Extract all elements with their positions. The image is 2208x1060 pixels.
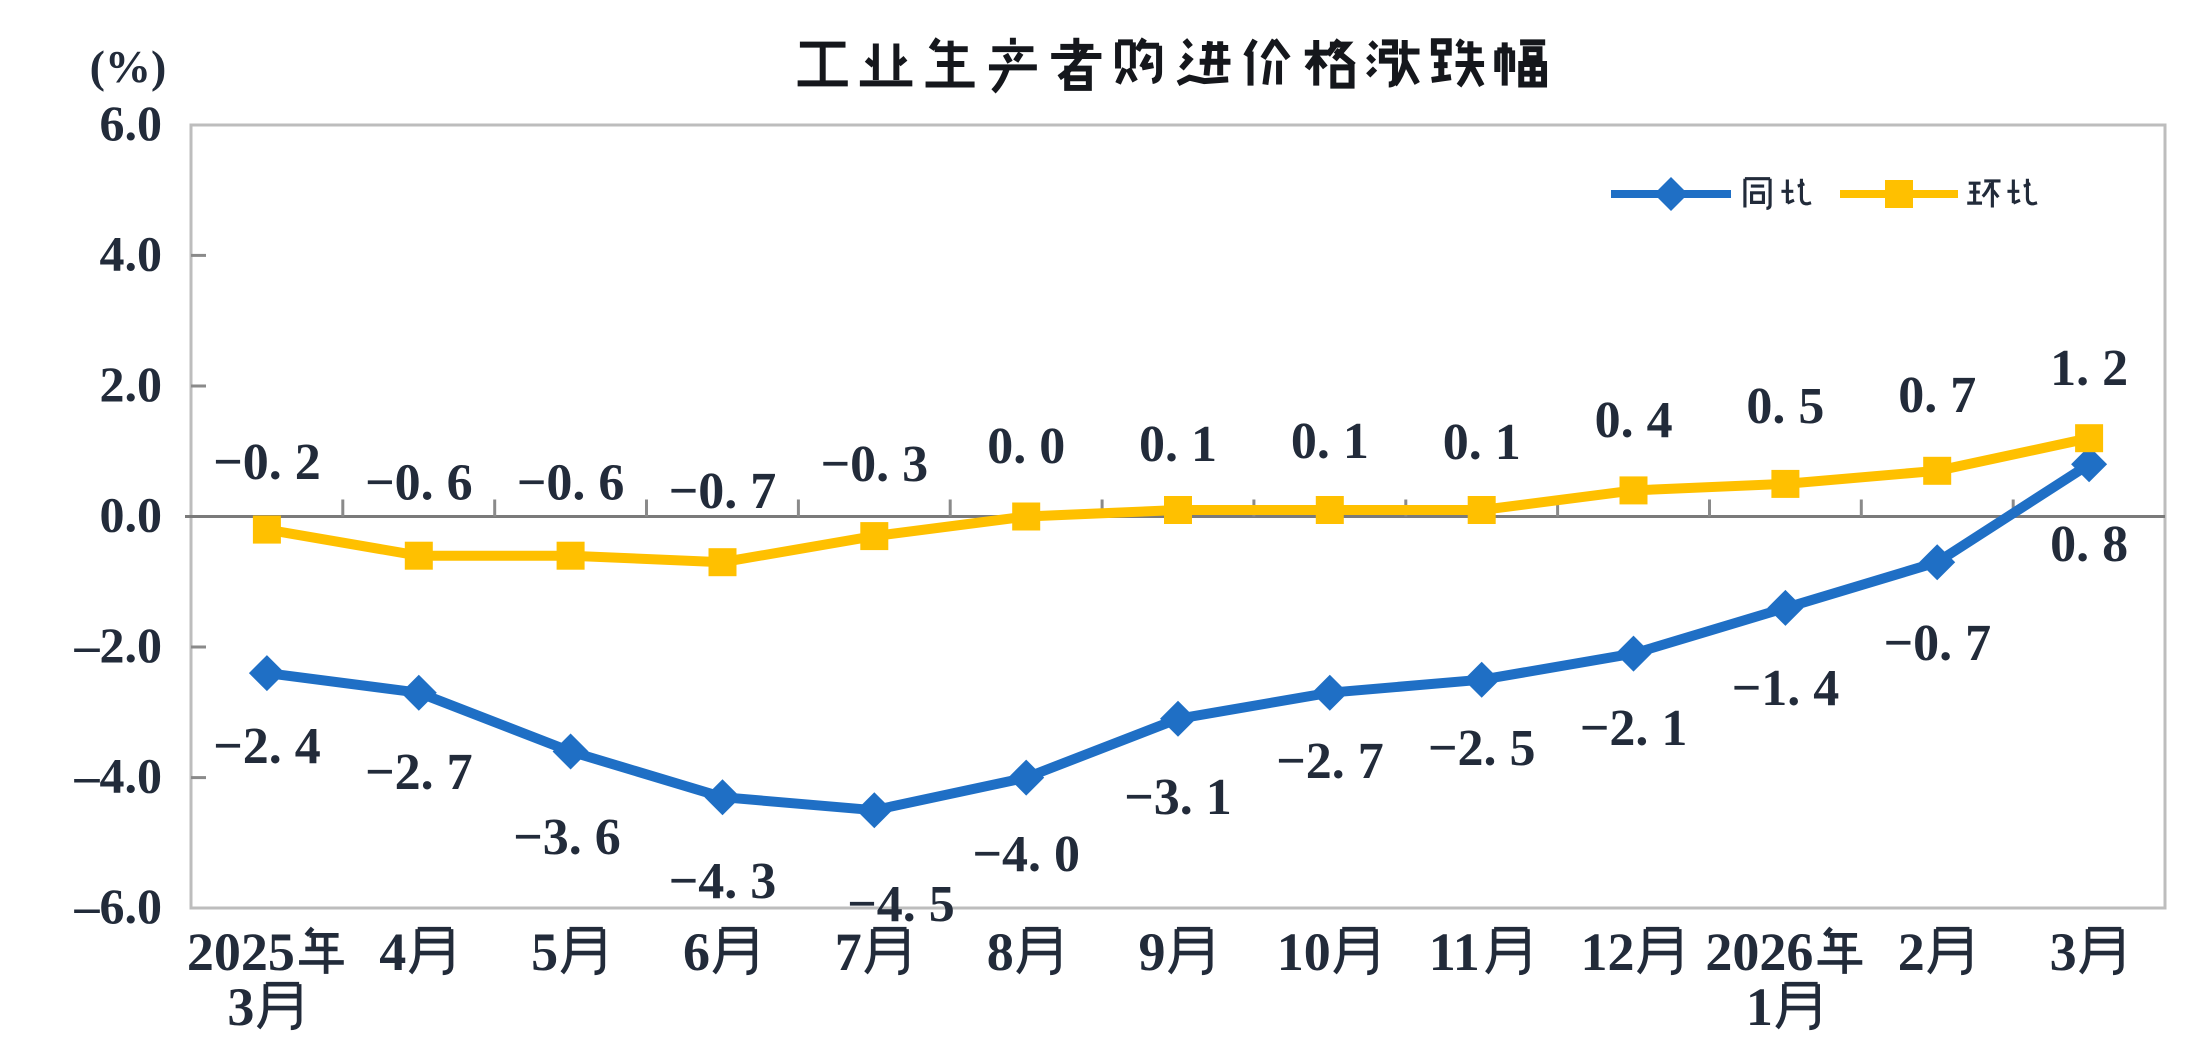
svg-text:3: 3 xyxy=(227,977,254,1037)
svg-text:2: 2 xyxy=(1898,922,1925,982)
svg-text:0. 7: 0. 7 xyxy=(1898,367,1976,424)
svg-text:7: 7 xyxy=(835,922,862,982)
svg-text:2.0: 2.0 xyxy=(100,356,163,412)
svg-text:–2.0: –2.0 xyxy=(74,617,163,673)
svg-text:3: 3 xyxy=(2050,922,2077,982)
svg-text:–4.0: –4.0 xyxy=(74,748,163,804)
svg-text:2025: 2025 xyxy=(187,922,295,982)
svg-text:−0. 2: −0. 2 xyxy=(213,434,321,491)
svg-text:4: 4 xyxy=(379,922,406,982)
svg-text:12: 12 xyxy=(1581,922,1635,982)
svg-text:−0. 6: −0. 6 xyxy=(517,455,625,512)
svg-text:−4. 3: −4. 3 xyxy=(669,853,777,910)
svg-text:9: 9 xyxy=(1139,922,1166,982)
svg-text:−0. 7: −0. 7 xyxy=(669,463,777,520)
svg-text:6.0: 6.0 xyxy=(100,95,163,151)
svg-text:0. 8: 0. 8 xyxy=(2050,516,2128,573)
svg-text:−3. 6: −3. 6 xyxy=(513,809,621,866)
svg-text:1. 2: 1. 2 xyxy=(2050,340,2128,397)
svg-text:−4. 5: −4. 5 xyxy=(847,876,955,933)
svg-text:−2. 1: −2. 1 xyxy=(1580,700,1688,757)
svg-text:−2. 4: −2. 4 xyxy=(213,718,321,775)
svg-text:−0. 3: −0. 3 xyxy=(820,436,928,493)
svg-text:0. 0: 0. 0 xyxy=(987,418,1065,475)
svg-text:0.0: 0.0 xyxy=(100,487,163,543)
svg-text:−4. 0: −4. 0 xyxy=(972,826,1080,883)
svg-text:−2. 5: −2. 5 xyxy=(1428,720,1536,777)
svg-text:0. 1: 0. 1 xyxy=(1291,413,1369,470)
svg-text:−0. 7: −0. 7 xyxy=(1883,615,1991,672)
svg-text:5: 5 xyxy=(531,922,558,982)
svg-text:8: 8 xyxy=(987,922,1014,982)
svg-text:−1. 4: −1. 4 xyxy=(1732,660,1840,717)
svg-text:4.0: 4.0 xyxy=(100,225,163,281)
svg-text:−2. 7: −2. 7 xyxy=(1276,733,1384,790)
svg-text:2026: 2026 xyxy=(1705,922,1813,982)
svg-text:−3. 1: −3. 1 xyxy=(1124,769,1232,826)
svg-text:6: 6 xyxy=(683,922,710,982)
svg-text:10: 10 xyxy=(1277,922,1331,982)
svg-text:–6.0: –6.0 xyxy=(74,878,163,934)
svg-text:(%): (%) xyxy=(90,41,167,92)
svg-text:0. 1: 0. 1 xyxy=(1443,414,1521,471)
svg-text:1: 1 xyxy=(1746,977,1773,1037)
svg-text:−0. 6: −0. 6 xyxy=(365,455,473,512)
svg-text:−2. 7: −2. 7 xyxy=(365,744,473,801)
svg-text:0. 1: 0. 1 xyxy=(1139,416,1217,473)
svg-text:11: 11 xyxy=(1429,922,1480,982)
svg-text:0. 4: 0. 4 xyxy=(1595,392,1673,449)
svg-text:0. 5: 0. 5 xyxy=(1746,378,1824,435)
